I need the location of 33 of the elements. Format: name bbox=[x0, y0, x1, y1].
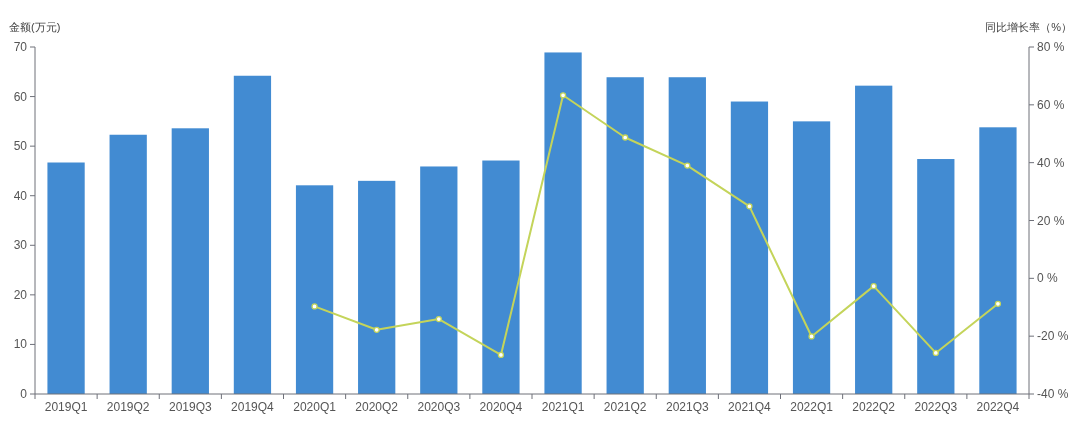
x-tick-label: 2021Q1 bbox=[541, 400, 585, 414]
y-tick-label: 0 bbox=[20, 387, 28, 401]
y-tick-label: 40 bbox=[13, 188, 28, 203]
x-tick-label: 2022Q1 bbox=[790, 400, 834, 414]
y2-tick-label: 60 % bbox=[1037, 97, 1065, 112]
y-tick-label: 50 bbox=[13, 139, 28, 154]
y-tick-label: 30 bbox=[13, 238, 28, 253]
y2-tick-label: -40 % bbox=[1037, 387, 1069, 401]
y2-tick-label: 80 % bbox=[1037, 40, 1065, 54]
x-tick-label: 2021Q2 bbox=[603, 400, 647, 414]
y2-axis-title: 同比增长率（%） bbox=[985, 21, 1072, 33]
y-tick-label: 70 bbox=[13, 40, 28, 54]
x-tick-label: 2022Q3 bbox=[914, 400, 958, 414]
x-tick-label: 2021Q4 bbox=[728, 400, 772, 414]
x-tick-label: 2019Q1 bbox=[44, 400, 88, 414]
y-tick-label: 60 bbox=[13, 89, 28, 104]
y2-tick-label: 0 % bbox=[1037, 271, 1059, 286]
x-tick-label: 2019Q3 bbox=[168, 400, 212, 414]
x-tick-label: 2019Q2 bbox=[106, 400, 150, 414]
x-tick-label: 2020Q3 bbox=[417, 400, 461, 414]
y-tick-label: 20 bbox=[13, 287, 28, 302]
y2-tick-label: 40 % bbox=[1037, 155, 1065, 170]
y-axis-title: 金额(万元) bbox=[9, 21, 61, 33]
x-tick-label: 2020Q2 bbox=[355, 400, 399, 414]
x-tick-label: 2021Q3 bbox=[665, 400, 709, 414]
x-tick-label: 2020Q4 bbox=[479, 400, 523, 414]
x-tick-label: 2019Q4 bbox=[231, 400, 275, 414]
x-tick-label: 2020Q1 bbox=[293, 400, 337, 414]
x-tick-label: 2022Q2 bbox=[852, 400, 896, 414]
y2-tick-label: -20 % bbox=[1037, 329, 1069, 344]
x-tick-label: 2022Q4 bbox=[976, 400, 1020, 414]
y-tick-label: 10 bbox=[13, 337, 28, 352]
y2-tick-label: 20 % bbox=[1037, 213, 1065, 228]
